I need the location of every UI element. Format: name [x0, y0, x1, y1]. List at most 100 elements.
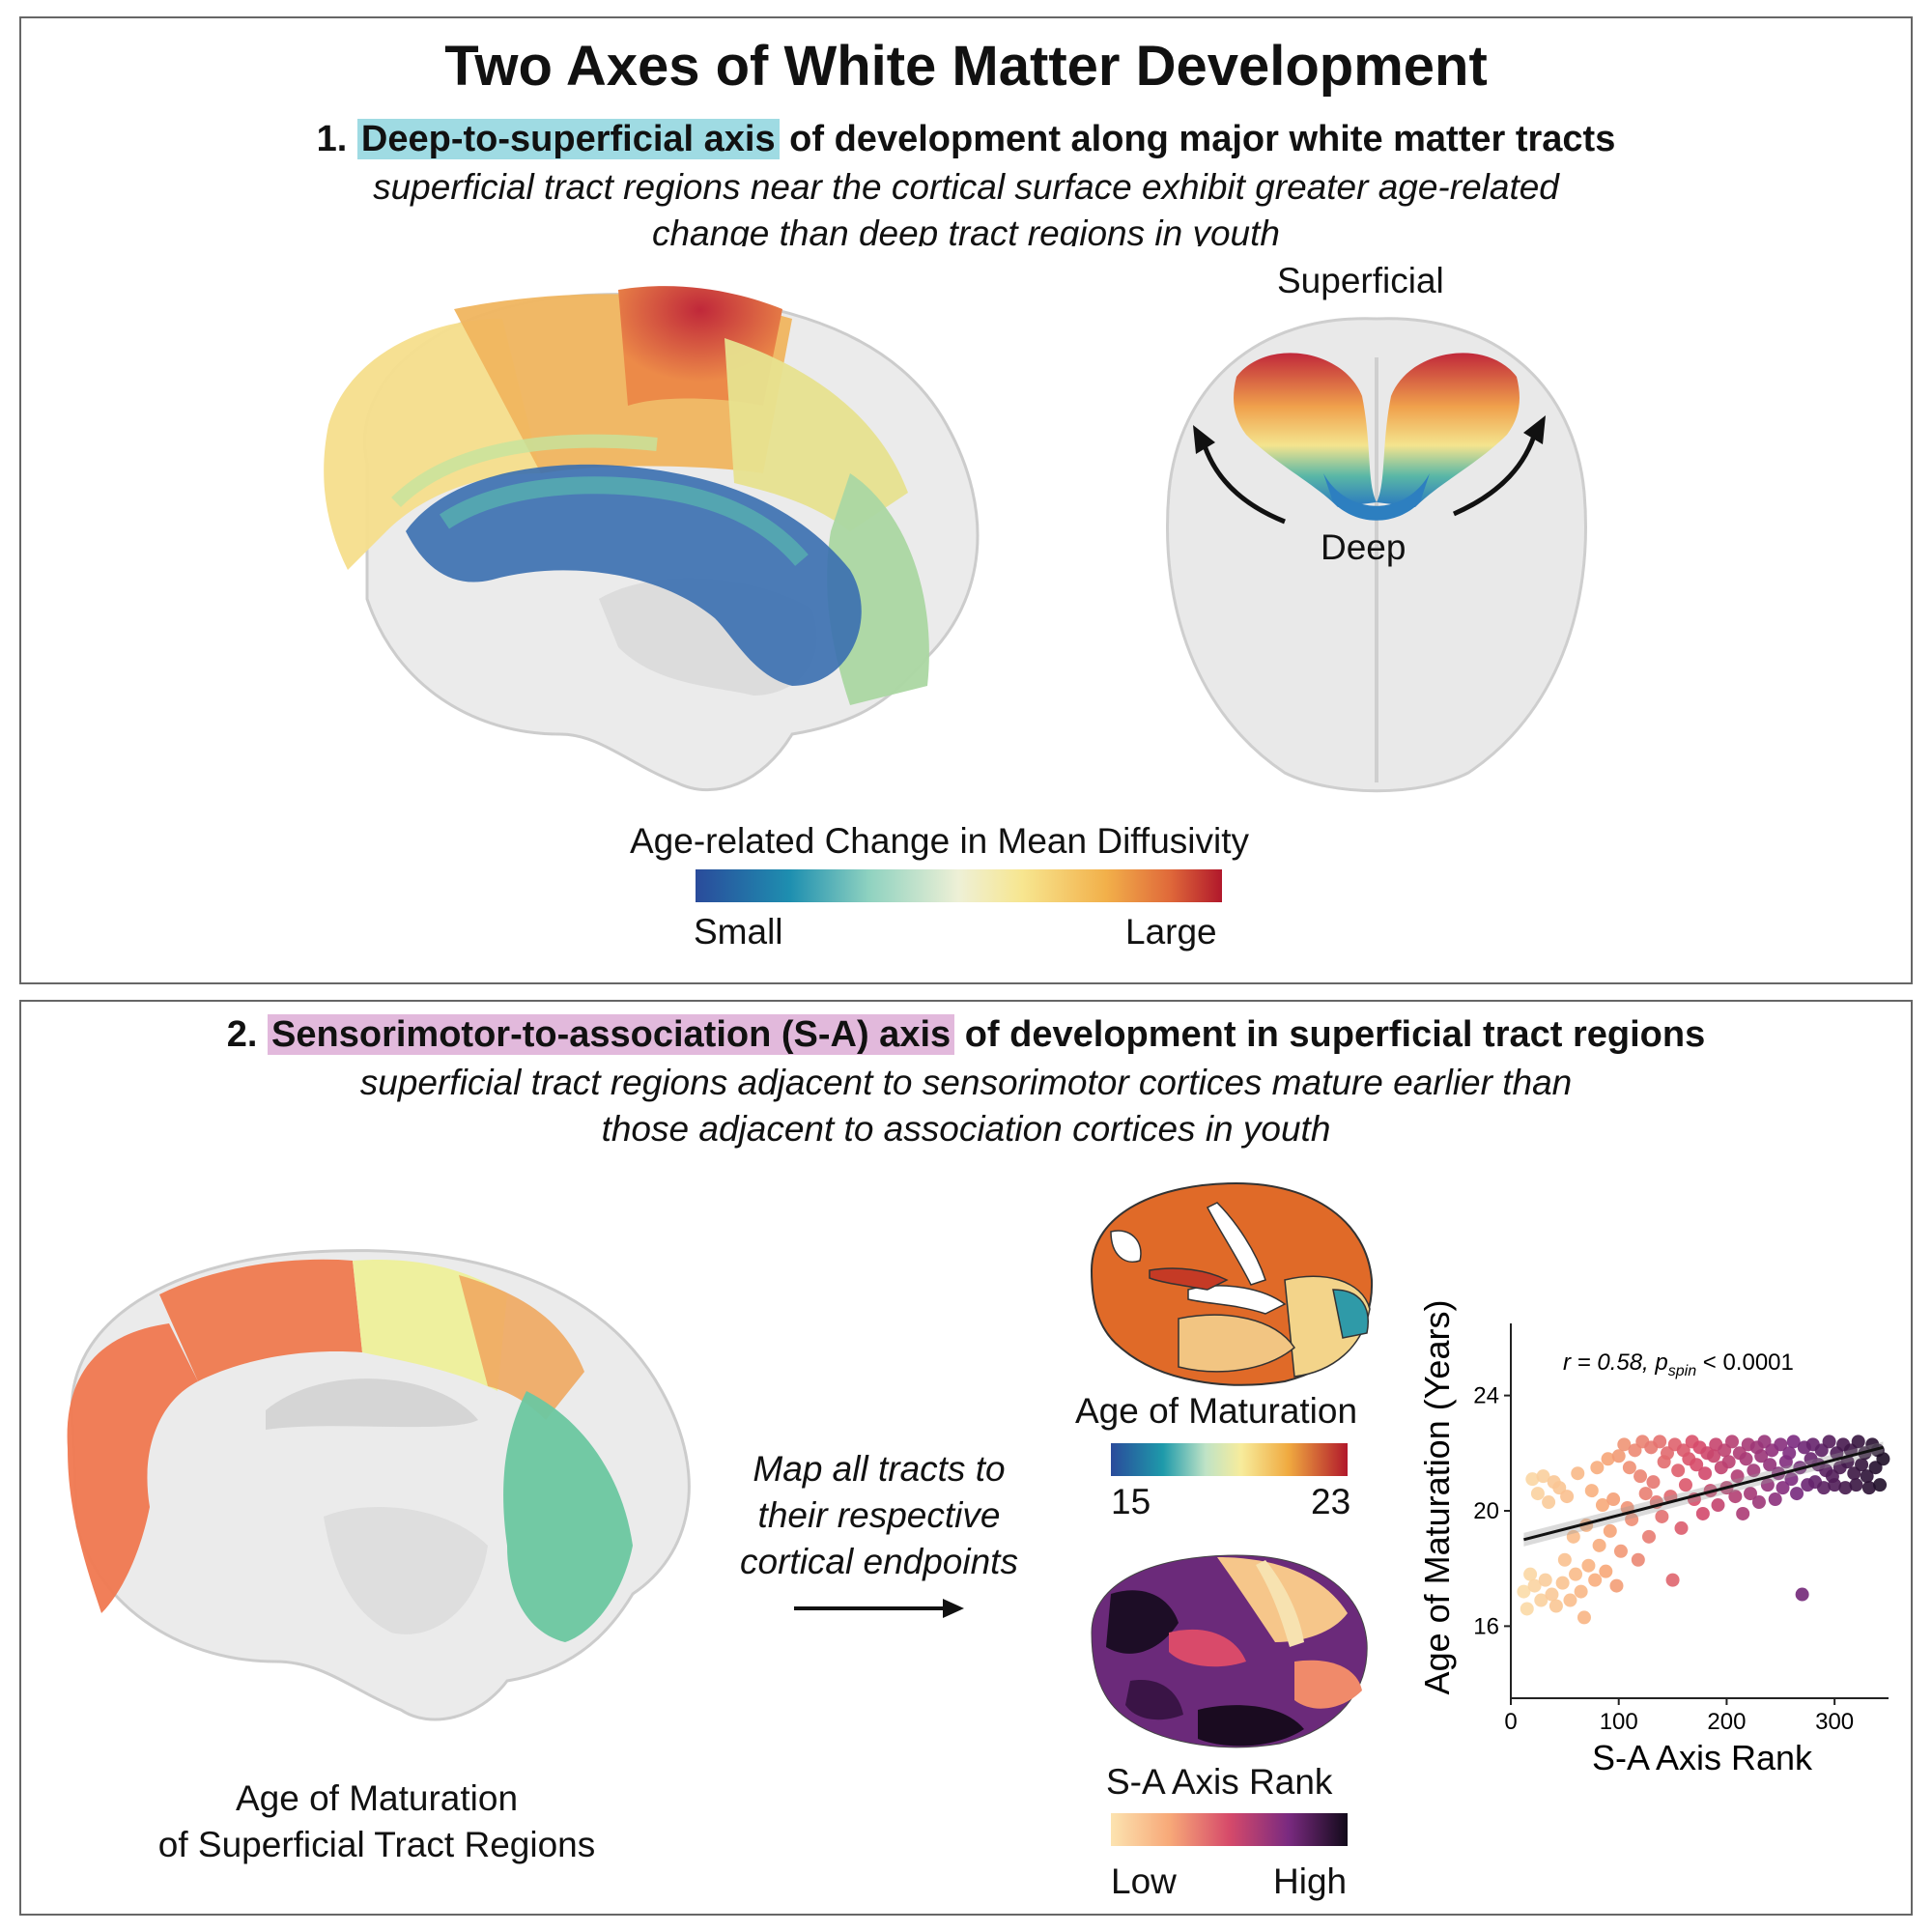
scatter-chart: 0 100 200 300 16 20 24 Age of Maturation (Year…	[1417, 1300, 1890, 1777]
section1-number: 1.	[316, 119, 348, 159]
scatter-point	[1542, 1495, 1556, 1510]
scatter-point	[1674, 1520, 1689, 1535]
scatter-point	[1876, 1452, 1890, 1466]
scatter-point	[1622, 1461, 1636, 1475]
section2-subtitle: superficial tract regions adjacent to se…	[19, 1060, 1913, 1152]
cortical-maturation-map	[1090, 1181, 1374, 1386]
scatter-point	[1784, 1472, 1799, 1487]
scatter-point	[1595, 1498, 1609, 1513]
cortical-sa-rank-map	[1091, 1554, 1368, 1748]
section2-highlight: Sensorimotor-to-association (S-A) axis	[268, 1014, 955, 1055]
scatter-x-axis-label: S-A Axis Rank	[1592, 1738, 1813, 1777]
mapping-arrow	[794, 1599, 964, 1618]
scatter-point	[1592, 1538, 1606, 1552]
section1-subtitle-line1: superficial tract regions near the corti…	[373, 167, 1559, 207]
arrowhead-right-icon	[1523, 415, 1546, 444]
scatter-point	[1611, 1449, 1626, 1463]
arrow-right-curve	[1452, 429, 1539, 517]
scatter-point	[1517, 1584, 1531, 1599]
section1-subtitle-line2: change than deep tract regions in youth	[651, 213, 1280, 246]
mapping-text-line1: Map all tracts to	[753, 1449, 1006, 1489]
mapping-text-line3: cortical endpoints	[740, 1542, 1018, 1581]
scatter-point	[1730, 1469, 1745, 1484]
scatter-point	[1711, 1498, 1725, 1513]
mapping-description: Map all tracts to their respective corti…	[705, 1446, 1053, 1585]
scatter-point	[1860, 1469, 1874, 1484]
scatter-point	[1557, 1552, 1572, 1567]
scatter-point	[1725, 1435, 1740, 1449]
scatter-point	[1747, 1463, 1761, 1478]
x-tick-label: 300	[1815, 1709, 1854, 1735]
scatter-point	[1571, 1466, 1585, 1481]
section1-heading: 1. Deep-to-superficial axis of developme…	[19, 119, 1913, 160]
annotation-r: r = 0.58,	[1563, 1350, 1655, 1376]
scatter-point	[1849, 1478, 1863, 1492]
scatter-point	[1760, 1478, 1775, 1492]
scatter-point	[1590, 1461, 1605, 1475]
fit-line	[1523, 1445, 1884, 1542]
scatter-point	[1525, 1472, 1540, 1487]
colorbar-mean-diffusivity	[696, 869, 1222, 902]
scatter-point	[1873, 1478, 1888, 1492]
colorbar-age-of-maturation	[1111, 1443, 1348, 1476]
scatter-point	[1548, 1599, 1563, 1613]
y-tick-label: 24	[1473, 1383, 1499, 1409]
annotation-p: p	[1654, 1350, 1667, 1376]
scatter-point	[1520, 1602, 1534, 1616]
sagittal-brain-maturation-rendering	[67, 1249, 691, 1721]
colorbar1-low-label: Small	[694, 912, 783, 952]
sa-colorbar-title: S-A Axis Rank	[1106, 1762, 1333, 1802]
scatter-point	[1763, 1458, 1777, 1472]
label-deep: Deep	[1321, 527, 1406, 567]
scatter-point	[1574, 1584, 1588, 1599]
scatter-point	[1563, 1593, 1577, 1607]
colorbar1-high-label: Large	[1125, 912, 1217, 952]
scatter-point	[1816, 1481, 1831, 1495]
tract-frontal-orange	[67, 1323, 199, 1613]
scatter-point	[1588, 1573, 1603, 1587]
section1-highlight: Deep-to-superficial axis	[356, 119, 780, 159]
brain-caption-line2: of Superficial Tract Regions	[157, 1825, 596, 1864]
scatter-point	[1634, 1469, 1648, 1484]
scatter-y-axis-label: Age of Maturation (Years)	[1417, 1300, 1457, 1695]
section2-number: 2.	[226, 1014, 258, 1055]
scatter-point	[1828, 1478, 1842, 1492]
scatter-point	[1744, 1487, 1758, 1501]
x-tick-label: 0	[1504, 1709, 1517, 1735]
maturation-colorbar-high: 23	[1311, 1482, 1351, 1521]
section2-heading: 2. Sensorimotor-to-association (S-A) axi…	[19, 1014, 1913, 1056]
scatter-point	[1530, 1487, 1545, 1501]
colorbar-sa-axis-rank	[1111, 1813, 1348, 1846]
panel-sensorimotor-to-association	[19, 1000, 1913, 1916]
annotation-tail: < 0.0001	[1696, 1350, 1794, 1376]
mapping-text-line2: their respective	[757, 1495, 1001, 1535]
x-tick-label: 100	[1600, 1709, 1638, 1735]
scatter-point	[1736, 1506, 1750, 1520]
scatter-point	[1601, 1452, 1615, 1466]
scatter-point	[1851, 1435, 1865, 1449]
scatter-point	[1631, 1552, 1645, 1567]
scatter-point	[1527, 1578, 1542, 1593]
arrowhead-left-icon	[1193, 425, 1215, 454]
section2-subtitle-line1: superficial tract regions adjacent to se…	[359, 1063, 1573, 1102]
scatter-point	[1538, 1573, 1552, 1587]
coronal-tract-left	[1234, 353, 1377, 507]
scatter-point	[1786, 1435, 1801, 1449]
y-tick-label: 16	[1473, 1613, 1499, 1639]
scatter-point	[1560, 1490, 1575, 1504]
scatter-point	[1577, 1610, 1591, 1625]
scatter-point	[1721, 1455, 1736, 1469]
tract-occipital-green	[503, 1391, 633, 1642]
brain-caption-line1: Age of Maturation	[235, 1778, 519, 1818]
scatter-point	[1671, 1463, 1686, 1478]
scatter-point	[1603, 1523, 1617, 1538]
scatter-point	[1655, 1509, 1669, 1523]
label-superficial: Superficial	[1277, 261, 1444, 300]
scatter-point	[1698, 1466, 1713, 1481]
arrow-right-icon	[943, 1599, 964, 1618]
scatter-point	[1795, 1587, 1809, 1602]
sagittal-brain-tract-rendering	[324, 286, 980, 792]
scatter-point	[1754, 1449, 1769, 1463]
panel-deep-to-superficial	[19, 16, 1913, 984]
figure-title: Two Axes of White Matter Development	[444, 35, 1488, 98]
